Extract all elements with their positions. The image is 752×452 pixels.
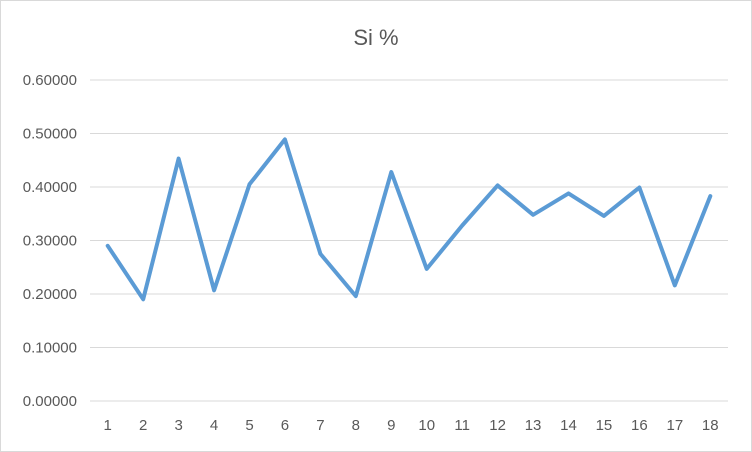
x-tick-label: 13	[525, 417, 542, 434]
y-tick-label: 0.10000	[23, 340, 77, 357]
y-tick-label: 0.60000	[23, 72, 77, 89]
x-tick-label: 6	[281, 417, 289, 434]
x-tick-label: 9	[387, 417, 395, 434]
x-tick-label: 16	[631, 417, 648, 434]
x-tick-label: 10	[418, 417, 435, 434]
x-tick-label: 12	[489, 417, 506, 434]
x-tick-label: 4	[210, 417, 218, 434]
y-tick-label: 0.00000	[23, 393, 77, 410]
x-tick-label: 3	[174, 417, 182, 434]
x-tick-label: 7	[316, 417, 324, 434]
x-tick-label: 5	[245, 417, 253, 434]
gridlines	[90, 79, 728, 402]
x-tick-label: 2	[139, 417, 147, 434]
x-tick-label: 8	[352, 417, 360, 434]
y-tick-label: 0.20000	[23, 286, 77, 303]
y-tick-label: 0.50000	[23, 126, 77, 143]
y-tick-label: 0.40000	[23, 179, 77, 196]
y-axis-ticks: 0.00000 0.10000 0.20000 0.30000 0.40000 0.500…	[23, 72, 77, 410]
x-axis-ticks: 1 2 3 4 5 6 7 8 9 10 11 12 13 14 15 16 17 18	[104, 417, 719, 434]
chart-title: Si %	[353, 25, 398, 50]
y-tick-label: 0.30000	[23, 233, 77, 250]
series-group	[105, 137, 713, 302]
series-line	[105, 137, 713, 302]
x-tick-label: 11	[454, 417, 470, 434]
x-tick-label: 1	[104, 417, 112, 434]
x-tick-label: 15	[596, 417, 613, 434]
x-tick-label: 17	[666, 417, 683, 434]
x-tick-label: 18	[702, 417, 719, 434]
x-tick-label: 14	[560, 417, 577, 434]
